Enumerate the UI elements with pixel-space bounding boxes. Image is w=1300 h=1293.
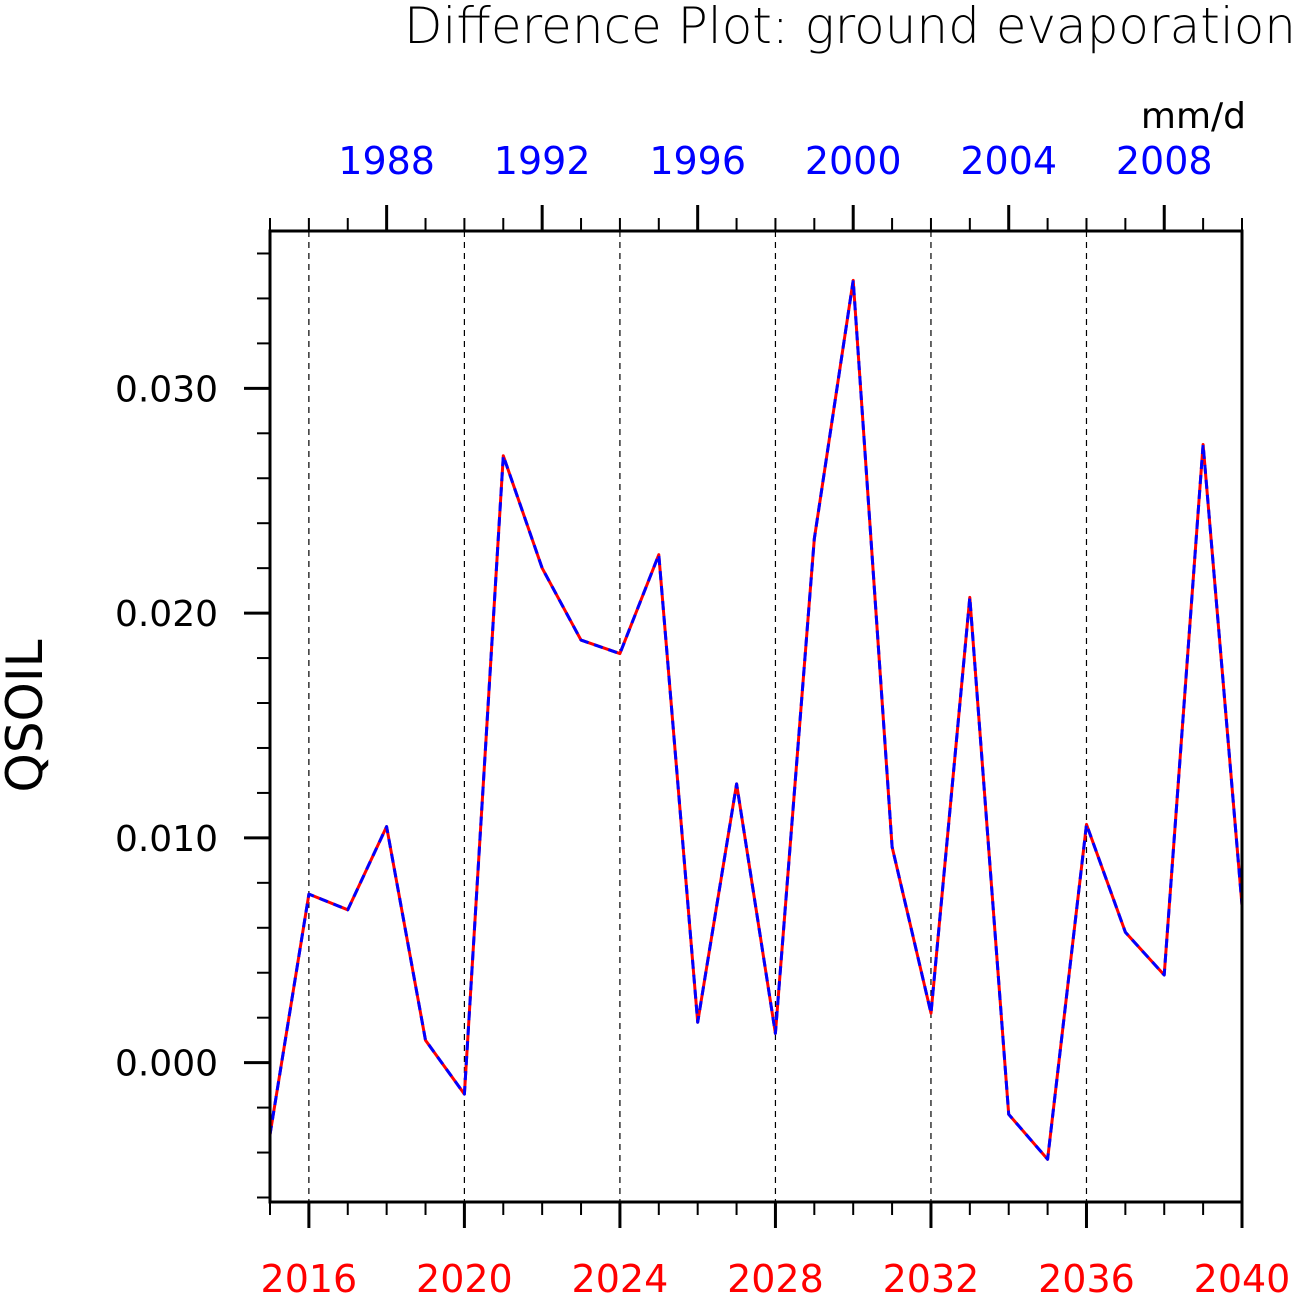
- axis-ticks: [244, 205, 1244, 1228]
- bottom-tick-label: 2036: [1038, 1257, 1135, 1293]
- y-axis-title: QSOIL: [0, 639, 54, 792]
- bottom-tick-label: 2020: [416, 1257, 513, 1293]
- top-tick-label: 1996: [649, 139, 746, 183]
- tick-labels: 0.000 0.010 0.020 0.030 2016 2020 2024 2028 2032…: [115, 139, 1290, 1293]
- plot-frame: [268, 229, 1244, 1204]
- series-line-dashed: [268, 278, 1244, 1161]
- units-label: mm/d: [1141, 96, 1246, 137]
- bottom-tick-label: 2028: [727, 1257, 824, 1293]
- series-lines: [268, 278, 1244, 1161]
- bottom-tick-label: 2024: [572, 1257, 669, 1293]
- bottom-tick-label: 2040: [1194, 1257, 1291, 1293]
- top-tick-label: 1988: [338, 139, 435, 183]
- y-tick-label: 0.030: [115, 369, 218, 410]
- top-tick-label: 2000: [805, 139, 902, 183]
- bottom-tick-label: 2032: [883, 1257, 980, 1293]
- series-line-solid: [268, 278, 1244, 1161]
- top-tick-label: 2008: [1116, 139, 1213, 183]
- top-tick-label: 2004: [960, 139, 1057, 183]
- y-tick-label: 0.010: [115, 819, 218, 860]
- grid-lines: [308, 231, 1088, 1202]
- bottom-tick-label: 2016: [261, 1257, 358, 1293]
- y-tick-label: 0.000: [115, 1044, 218, 1085]
- top-tick-label: 1992: [494, 139, 591, 183]
- chart-title: Difference Plot: ground evaporation: [404, 0, 1296, 55]
- y-tick-label: 0.020: [115, 594, 218, 635]
